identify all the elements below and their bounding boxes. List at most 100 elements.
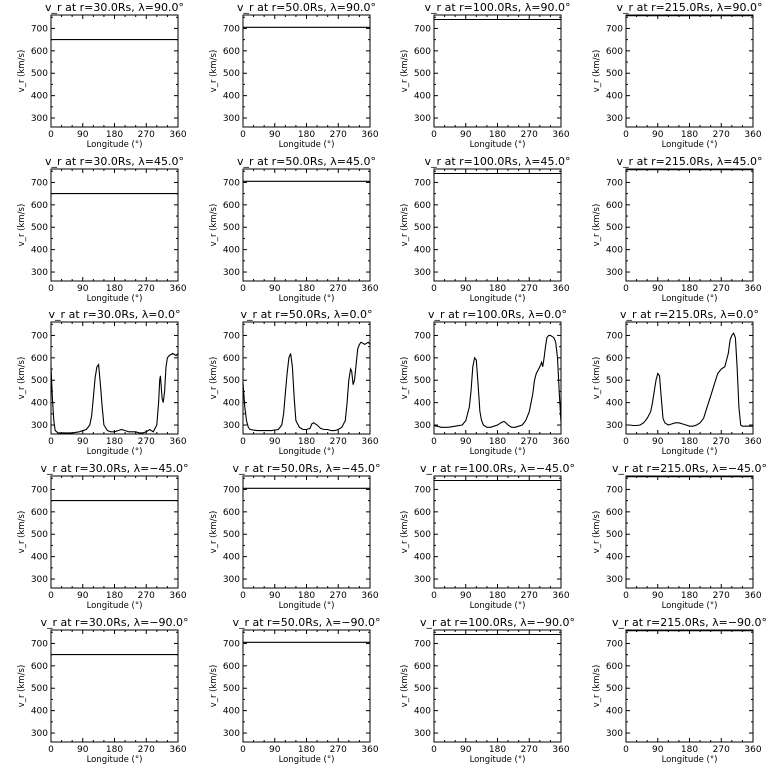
panel-title: v_r at r=215.0Rs, λ=90.0° [617, 1, 763, 14]
x-tick-label: 90 [269, 130, 281, 140]
y-tick-label: 400 [223, 399, 240, 409]
plot-frame [50, 629, 179, 743]
panel-title: v_r at r=215.0Rs, λ=−45.0° [612, 462, 767, 475]
y-tick-label: 700 [414, 331, 431, 341]
x-tick-label: 180 [489, 591, 506, 601]
y-tick-label: 400 [606, 553, 623, 563]
y-tick-label: 700 [223, 331, 240, 341]
panel-title: v_r at r=100.0Rs, λ=0.0° [428, 308, 567, 321]
y-tick-label: 600 [31, 354, 48, 364]
y-tick-label: 300 [414, 729, 431, 739]
y-tick-label: 700 [606, 24, 623, 34]
y-tick-label: 700 [223, 485, 240, 495]
panel-title: v_r at r=30.0Rs, λ=45.0° [45, 155, 184, 168]
y-tick-label: 700 [223, 178, 240, 188]
y-tick-label: 500 [223, 684, 240, 694]
x-tick-label: 360 [361, 745, 378, 755]
y-tick-label: 700 [414, 178, 431, 188]
y-tick-label: 500 [606, 376, 623, 386]
plot-frame [242, 475, 371, 589]
y-tick-label: 500 [31, 376, 48, 386]
y-tick-label: 600 [223, 354, 240, 364]
x-tick-label: 0 [240, 745, 246, 755]
x-tick-label: 270 [713, 130, 730, 140]
plot-frame [50, 14, 179, 128]
x-tick-label: 180 [489, 745, 506, 755]
x-axis-label: Longitude (°) [279, 294, 335, 304]
chart-panel-5-1: v_r at r=30.0Rs, λ=−90.0° 0 90 180 270 360 300… [17, 616, 189, 765]
y-tick-label: 700 [606, 178, 623, 188]
x-tick-label: 180 [298, 745, 315, 755]
y-tick-label: 500 [414, 376, 431, 386]
x-tick-label: 90 [652, 437, 664, 447]
y-tick-label: 700 [606, 331, 623, 341]
y-tick-label: 600 [31, 662, 48, 672]
y-axis-label: v_r (km/s) [209, 204, 219, 247]
x-tick-label: 270 [330, 284, 347, 294]
x-axis-label: Longitude (°) [470, 294, 526, 304]
y-axis-label: v_r (km/s) [209, 357, 219, 400]
series-line [50, 352, 179, 434]
y-tick-label: 300 [606, 729, 623, 739]
chart-panel-2-2: v_r at r=50.0Rs, λ=45.0° 0 90 180 270 360 300 4… [209, 155, 379, 304]
panel-title: v_r at r=30.0Rs, λ=0.0° [49, 308, 181, 321]
x-tick-label: 0 [623, 284, 629, 294]
x-tick-label: 0 [623, 437, 629, 447]
x-tick-label: 360 [361, 130, 378, 140]
y-tick-label: 700 [414, 485, 431, 495]
plot-frame [50, 475, 179, 589]
x-tick-label: 270 [713, 437, 730, 447]
x-tick-label: 180 [681, 437, 698, 447]
y-tick-label: 400 [223, 553, 240, 563]
chart-panel-5-3: v_r at r=100.0Rs, λ=−90.0° 0 90 180 270 360 30… [400, 616, 575, 765]
plot-frame [433, 168, 562, 282]
y-tick-label: 300 [223, 729, 240, 739]
y-tick-label: 600 [606, 508, 623, 518]
plot-frame [50, 321, 179, 435]
x-tick-label: 90 [460, 130, 472, 140]
x-tick-label: 90 [269, 591, 281, 601]
x-tick-label: 180 [298, 591, 315, 601]
x-tick-label: 0 [48, 284, 54, 294]
x-tick-label: 360 [169, 284, 186, 294]
x-tick-label: 360 [552, 130, 569, 140]
x-tick-label: 180 [106, 591, 123, 601]
y-tick-label: 600 [414, 662, 431, 672]
y-axis-label: v_r (km/s) [592, 50, 602, 93]
x-tick-label: 180 [489, 130, 506, 140]
x-tick-label: 360 [552, 284, 569, 294]
y-tick-label: 400 [223, 92, 240, 102]
chart-panel-3-1: v_r at r=30.0Rs, λ=0.0° 0 90 180 270 360 300 40… [17, 308, 187, 457]
y-axis-label: v_r (km/s) [17, 511, 27, 554]
x-tick-label: 270 [521, 745, 538, 755]
y-tick-label: 400 [606, 246, 623, 256]
x-tick-label: 90 [269, 437, 281, 447]
x-axis-label: Longitude (°) [470, 601, 526, 611]
chart-panel-4-1: v_r at r=30.0Rs, λ=−45.0° 0 90 180 270 360 300… [17, 462, 189, 611]
y-axis-label: v_r (km/s) [400, 357, 410, 400]
y-tick-label: 300 [223, 575, 240, 585]
x-tick-label: 180 [489, 437, 506, 447]
panel-title: v_r at r=100.0Rs, λ=90.0° [425, 1, 571, 14]
y-axis-label: v_r (km/s) [592, 665, 602, 708]
y-tick-label: 300 [31, 421, 48, 431]
y-tick-label: 400 [31, 553, 48, 563]
y-tick-label: 600 [223, 47, 240, 57]
x-tick-label: 0 [431, 284, 437, 294]
y-axis-label: v_r (km/s) [17, 357, 27, 400]
x-tick-label: 270 [330, 591, 347, 601]
chart-panel-1-4: v_r at r=215.0Rs, λ=90.0° 0 90 180 270 360 300… [592, 1, 762, 150]
chart-panel-2-4: v_r at r=215.0Rs, λ=45.0° 0 90 180 270 360 300… [592, 155, 762, 304]
x-tick-label: 90 [460, 284, 472, 294]
panel-title: v_r at r=30.0Rs, λ=−90.0° [40, 616, 188, 629]
chart-panel-5-4: v_r at r=215.0Rs, λ=−90.0° 0 90 180 270 360 30… [592, 616, 767, 765]
x-tick-label: 180 [298, 284, 315, 294]
y-axis-label: v_r (km/s) [592, 511, 602, 554]
chart-panel-3-4: v_r at r=215.0Rs, λ=0.0° 0 90 180 270 360 300 4… [592, 308, 762, 457]
x-tick-label: 270 [138, 437, 155, 447]
x-tick-label: 270 [521, 130, 538, 140]
x-tick-label: 0 [240, 591, 246, 601]
y-tick-label: 500 [606, 69, 623, 79]
y-tick-label: 700 [223, 639, 240, 649]
y-tick-label: 400 [31, 92, 48, 102]
